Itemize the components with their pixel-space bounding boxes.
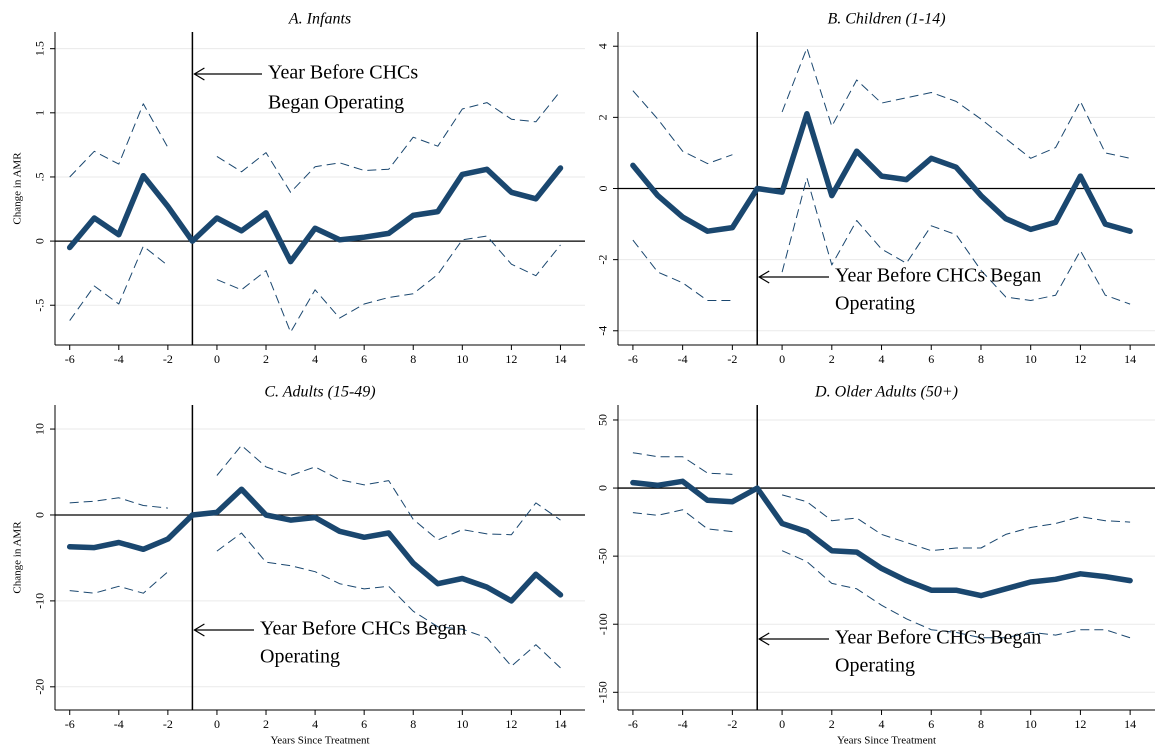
x-tick-label: -6: [65, 717, 75, 731]
x-tick-label: 10: [456, 717, 468, 731]
x-tick-label: 2: [263, 352, 269, 366]
x-tick-label: 6: [928, 352, 934, 366]
y-tick-label: .5: [33, 172, 47, 181]
y-tick-label: 50: [596, 414, 610, 426]
y-tick-label: 0: [596, 186, 610, 192]
x-tick-label: 0: [214, 717, 220, 731]
x-tick-label: 8: [410, 717, 416, 731]
ci-line: [632, 509, 1131, 639]
x-tick-label: 10: [1025, 717, 1037, 731]
estimate-line: [630, 111, 1133, 234]
x-tick-label: 8: [978, 717, 984, 731]
x-axis-label: Years Since Treatment: [837, 735, 936, 747]
ci-line: [69, 90, 561, 193]
estimate-line: [66, 486, 564, 604]
ci-line: [632, 177, 1131, 305]
x-tick-label: 6: [928, 717, 934, 731]
annotation-text: Began Operating: [268, 92, 404, 114]
annotation-text: Year Before CHCs Began: [835, 627, 1041, 649]
x-tick-label: 4: [879, 352, 885, 366]
y-axis-label: Change in AMR: [12, 521, 24, 594]
x-tick-label: -2: [163, 352, 173, 366]
y-tick-label: 0: [596, 485, 610, 491]
x-tick-label: 4: [312, 717, 318, 731]
annotation-text: Operating: [835, 655, 915, 677]
y-tick-label: 10: [33, 423, 47, 435]
y-tick-label: 0: [33, 238, 47, 244]
annotation-arrowhead: [758, 632, 770, 646]
annotation-text: Operating: [260, 646, 340, 668]
ci-line: [69, 444, 561, 541]
y-axis-label: Change in AMR: [12, 152, 24, 225]
y-tick-label: 1.5: [33, 41, 47, 56]
panel-title: D. Older Adults (50+): [814, 384, 958, 401]
x-tick-label: -4: [678, 717, 688, 731]
panel-title: A. Infants: [288, 11, 351, 28]
x-tick-label: 14: [1124, 717, 1136, 731]
x-tick-label: 0: [214, 352, 220, 366]
x-tick-label: 4: [879, 717, 885, 731]
x-tick-label: 2: [829, 717, 835, 731]
x-tick-label: 10: [1025, 352, 1037, 366]
x-tick-label: 14: [554, 717, 566, 731]
y-tick-label: -20: [33, 679, 47, 695]
annotation-text: Year Before CHCs Began: [260, 618, 466, 640]
x-tick-label: 6: [361, 717, 367, 731]
panel-title: B. Children (1-14): [827, 11, 945, 28]
x-tick-label: 2: [263, 717, 269, 731]
x-tick-label: 12: [1074, 352, 1086, 366]
x-tick-label: -2: [163, 717, 173, 731]
estimate-line: [66, 165, 564, 265]
x-tick-label: -4: [678, 352, 688, 366]
x-tick-label: 4: [312, 352, 318, 366]
y-tick-label: 0: [33, 512, 47, 518]
x-tick-label: -2: [727, 352, 737, 366]
ci-line: [632, 452, 1131, 552]
x-tick-label: -6: [65, 352, 75, 366]
x-tick-label: -6: [628, 352, 638, 366]
x-tick-label: 12: [505, 352, 517, 366]
x-tick-label: 8: [410, 352, 416, 366]
annotation-text: Year Before CHCs: [268, 62, 418, 84]
estimate-line: [630, 478, 1133, 599]
y-tick-label: -2: [596, 255, 610, 265]
y-tick-label: -150: [596, 681, 610, 703]
y-tick-label: 1: [33, 110, 47, 116]
x-tick-label: 14: [554, 352, 566, 366]
ci-line: [69, 532, 561, 669]
x-tick-label: 14: [1124, 352, 1136, 366]
x-tick-label: -4: [114, 352, 124, 366]
annotation-text: Operating: [835, 293, 915, 315]
y-tick-label: -4: [596, 326, 610, 336]
x-tick-label: 0: [779, 717, 785, 731]
x-tick-label: -4: [114, 717, 124, 731]
annotation-text: Year Before CHCs Began: [835, 265, 1041, 287]
x-tick-label: 10: [456, 352, 468, 366]
annotation-arrowhead: [758, 270, 770, 284]
ci-line: [69, 235, 561, 333]
x-tick-label: -6: [628, 717, 638, 731]
x-axis-label: Years Since Treatment: [270, 735, 369, 747]
y-tick-label: -10: [33, 593, 47, 609]
y-tick-label: 4: [596, 43, 610, 49]
x-tick-label: 12: [505, 717, 517, 731]
ci-line: [632, 47, 1131, 165]
x-tick-label: 6: [361, 352, 367, 366]
annotation-arrowhead: [193, 623, 205, 637]
x-tick-label: 0: [779, 352, 785, 366]
y-tick-label: 2: [596, 114, 610, 120]
y-tick-label: -.5: [33, 299, 47, 312]
y-tick-label: -50: [596, 548, 610, 564]
y-tick-label: -100: [596, 613, 610, 635]
annotation-arrowhead: [193, 67, 205, 81]
x-tick-label: 8: [978, 352, 984, 366]
x-tick-label: -2: [727, 717, 737, 731]
x-tick-label: 12: [1074, 717, 1086, 731]
panel-title: C. Adults (15-49): [264, 384, 375, 401]
x-tick-label: 2: [829, 352, 835, 366]
